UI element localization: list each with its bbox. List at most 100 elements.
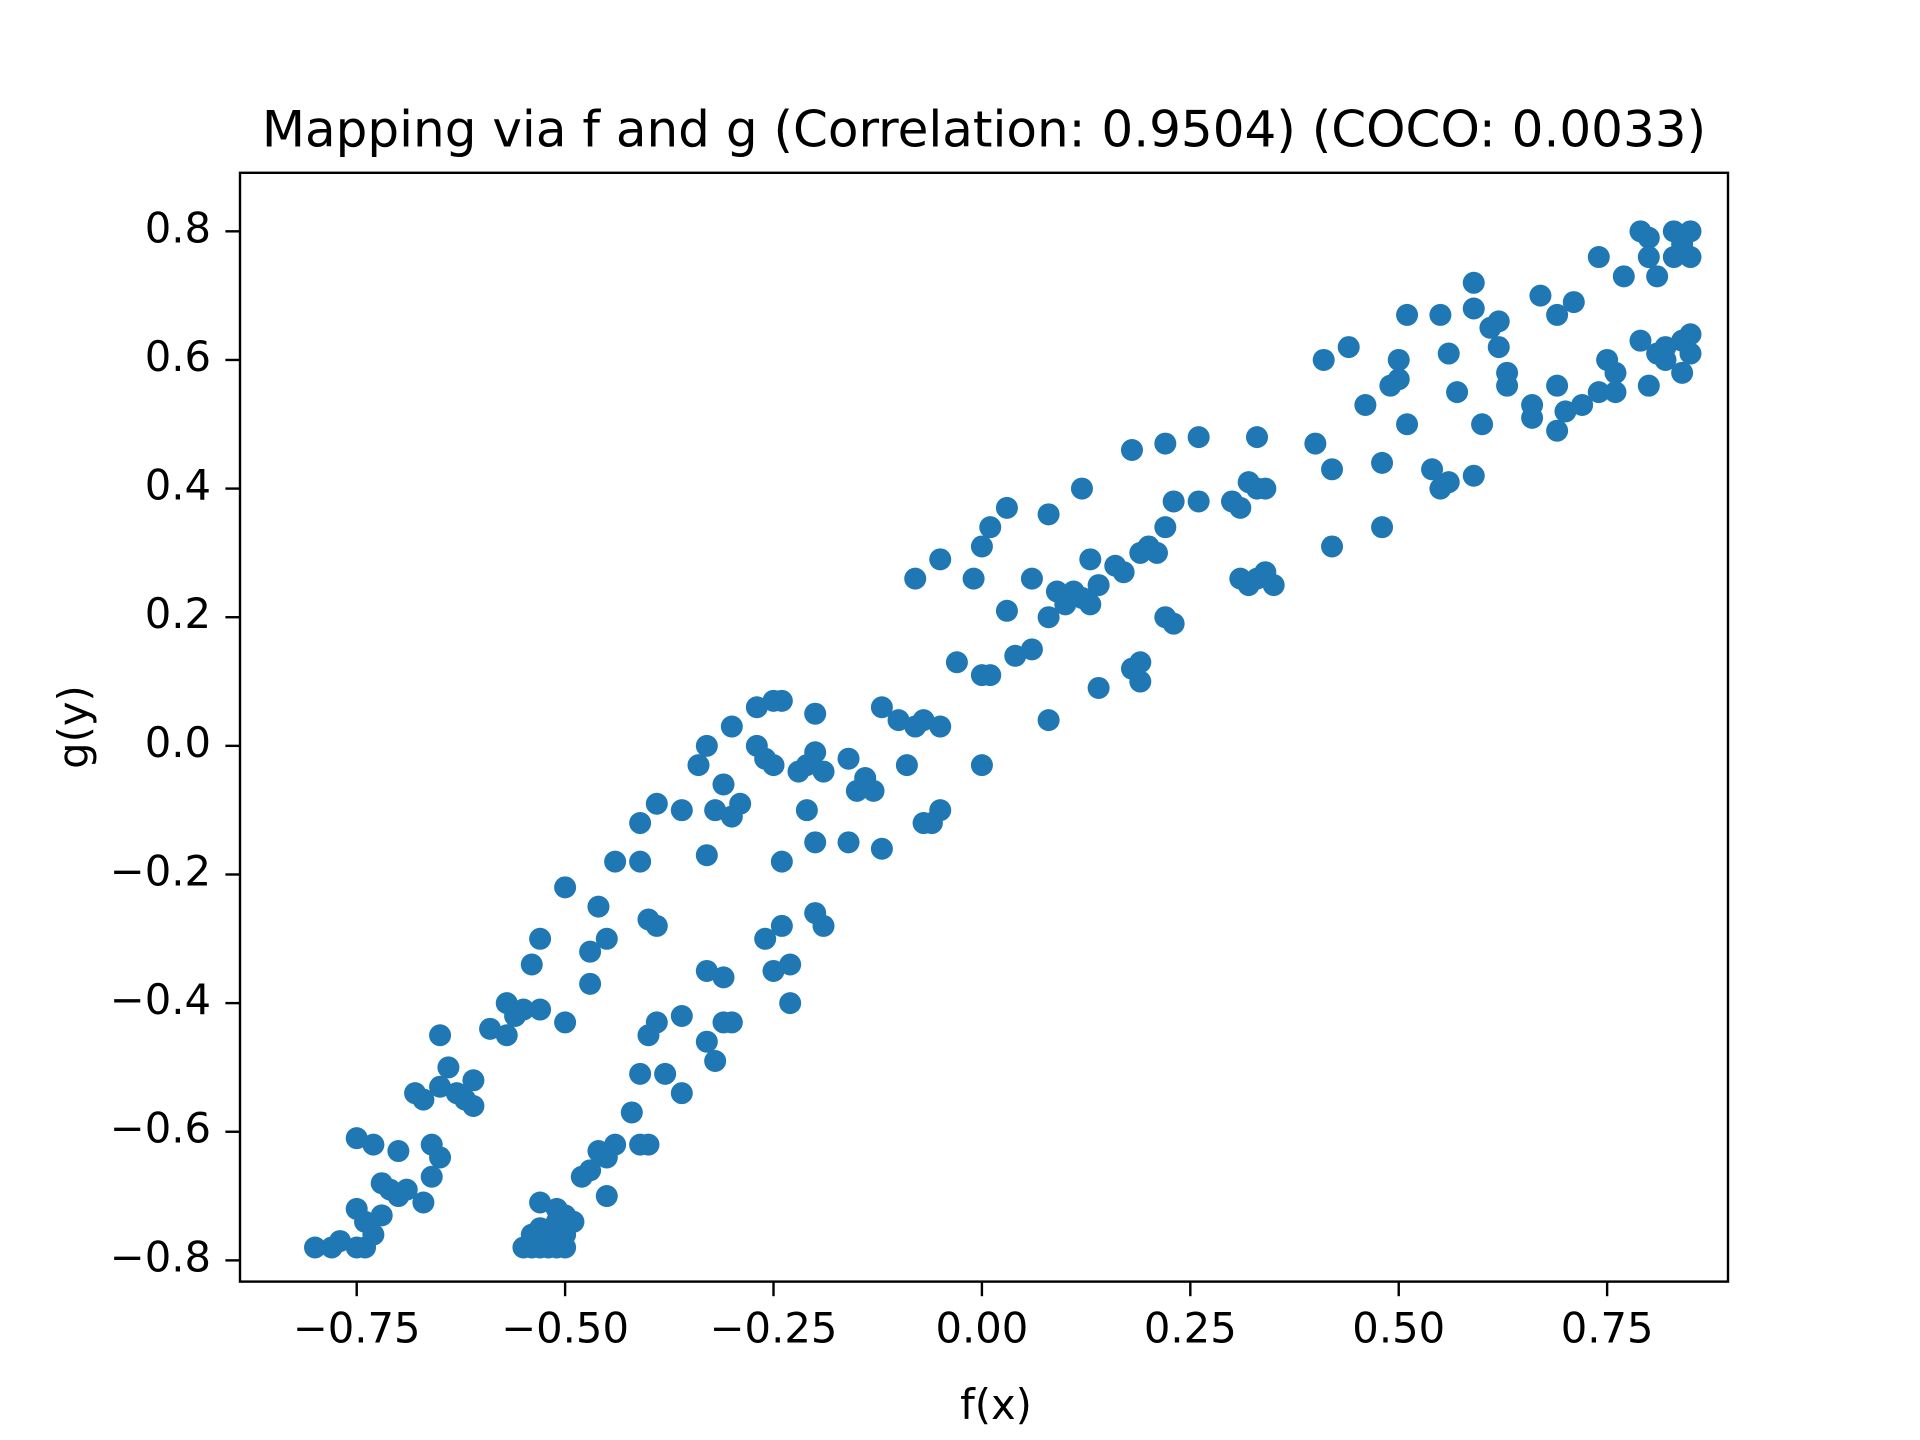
point xyxy=(1371,451,1394,474)
point xyxy=(362,1133,385,1156)
y-tick-label: −0.6 xyxy=(110,1104,211,1153)
point xyxy=(979,516,1002,539)
point xyxy=(304,1236,327,1259)
point xyxy=(1587,246,1610,269)
point xyxy=(770,914,793,937)
x-tick-label: 0.00 xyxy=(936,1304,1029,1353)
point xyxy=(912,709,935,732)
point xyxy=(1421,458,1444,481)
x-tick-label: −0.50 xyxy=(501,1304,629,1353)
point xyxy=(1070,477,1093,500)
point xyxy=(554,876,577,899)
point xyxy=(1529,284,1552,307)
point xyxy=(1396,413,1419,436)
point xyxy=(1637,246,1660,269)
point xyxy=(595,1185,618,1208)
y-tick-label: 0.6 xyxy=(145,332,211,381)
point xyxy=(1679,342,1702,365)
point xyxy=(345,1127,368,1150)
point xyxy=(1496,374,1519,397)
point xyxy=(529,998,552,1021)
y-tick-label: 0.4 xyxy=(145,461,211,510)
point xyxy=(579,940,602,963)
point xyxy=(812,914,835,937)
point xyxy=(962,567,985,590)
point xyxy=(929,799,952,822)
point xyxy=(1487,310,1510,333)
point xyxy=(1387,348,1410,371)
point xyxy=(1087,574,1110,597)
point xyxy=(1037,606,1060,629)
point xyxy=(970,754,993,777)
point xyxy=(1487,336,1510,359)
point xyxy=(1446,381,1469,404)
point xyxy=(420,1165,443,1188)
point xyxy=(1037,503,1060,526)
point xyxy=(1187,426,1210,449)
point xyxy=(1604,361,1627,384)
point xyxy=(1187,490,1210,513)
point xyxy=(579,1159,602,1182)
point xyxy=(604,1133,627,1156)
point xyxy=(629,812,652,835)
point xyxy=(412,1191,435,1214)
point xyxy=(420,1133,443,1156)
point xyxy=(687,754,710,777)
point xyxy=(1162,490,1185,513)
point xyxy=(562,1210,585,1233)
x-tick-label: −0.25 xyxy=(710,1304,838,1353)
point xyxy=(595,927,618,950)
point xyxy=(1654,336,1677,359)
point xyxy=(1321,535,1344,558)
y-tick-label: 0.0 xyxy=(145,718,211,767)
point xyxy=(654,1062,677,1085)
point xyxy=(1129,670,1152,693)
x-tick-label: 0.75 xyxy=(1561,1304,1654,1353)
point xyxy=(870,696,893,719)
point xyxy=(729,792,752,815)
point xyxy=(479,1017,502,1040)
point xyxy=(795,799,818,822)
point xyxy=(1429,477,1452,500)
point xyxy=(370,1204,393,1227)
point xyxy=(979,664,1002,687)
point xyxy=(1087,676,1110,699)
y-tick-label: 0.8 xyxy=(145,203,211,252)
point xyxy=(712,966,735,989)
point xyxy=(579,972,602,995)
point xyxy=(620,1101,643,1124)
point xyxy=(354,1210,377,1233)
point xyxy=(945,651,968,674)
point xyxy=(1371,516,1394,539)
point xyxy=(1671,361,1694,384)
x-axis-label: f(x) xyxy=(960,1380,1032,1429)
x-tick-label: 0.25 xyxy=(1144,1304,1237,1353)
point xyxy=(929,548,952,571)
point xyxy=(387,1140,410,1163)
point xyxy=(645,914,668,937)
point xyxy=(704,799,727,822)
point xyxy=(1562,291,1585,314)
point xyxy=(545,1197,568,1220)
point xyxy=(462,1069,485,1092)
point xyxy=(520,953,543,976)
point xyxy=(1254,477,1277,500)
point xyxy=(1154,432,1177,455)
point xyxy=(1462,464,1485,487)
point xyxy=(804,831,827,854)
point xyxy=(712,773,735,796)
point xyxy=(762,959,785,982)
point xyxy=(554,1011,577,1034)
point xyxy=(995,599,1018,622)
point xyxy=(1387,368,1410,391)
point xyxy=(1587,381,1610,404)
x-tick-label: 0.50 xyxy=(1352,1304,1445,1353)
point xyxy=(604,850,627,873)
point xyxy=(762,754,785,777)
point xyxy=(1462,297,1485,320)
x-tick-label: −0.75 xyxy=(293,1304,421,1353)
point xyxy=(1154,516,1177,539)
point xyxy=(529,1191,552,1214)
point xyxy=(645,1011,668,1034)
